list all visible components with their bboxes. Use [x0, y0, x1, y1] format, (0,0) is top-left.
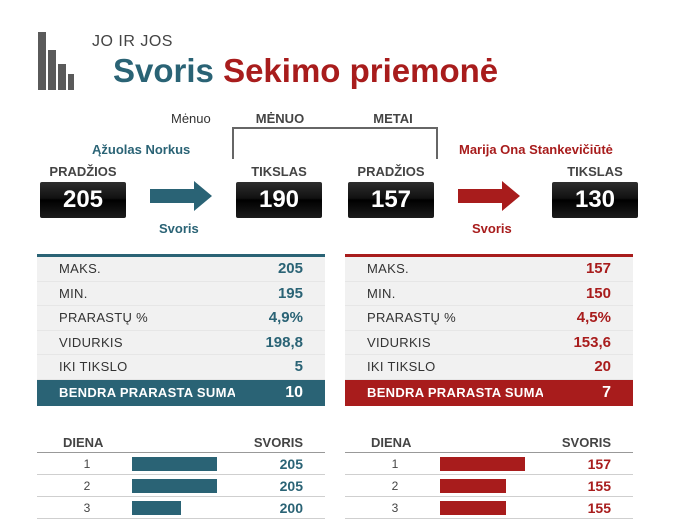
stat-row-max: MAKS. 157: [345, 257, 633, 282]
weight-cell: 155: [587, 478, 611, 494]
stat-value: 4,5%: [576, 309, 611, 327]
weight-cell: 155: [587, 500, 611, 516]
weight-cell: 200: [279, 500, 303, 516]
total-lost-value: 10: [285, 383, 303, 401]
person1-name: Ąžuolas Norkus: [92, 142, 191, 157]
stat-label: PRARASTŲ %: [59, 310, 148, 326]
column-header-weight: SVORIS: [253, 435, 303, 450]
tab-bracket: [232, 127, 438, 159]
day-cell: 2: [391, 479, 399, 493]
person2-arrow-icon: [458, 181, 520, 211]
person1-arrow-label: Svoris: [159, 221, 199, 236]
person1-start-value[interactable]: 205: [40, 182, 126, 218]
tab-year[interactable]: METAI: [373, 111, 413, 126]
table-row[interactable]: 1 205: [37, 453, 325, 475]
person1-stats-panel: MAKS. 205 MIN. 195 PRARASTŲ % 4,9% VIDUR…: [37, 254, 325, 406]
stat-label: VIDURKIS: [59, 334, 123, 350]
logo-icon: [38, 30, 74, 90]
title-part-2: Sekimo priemonė: [223, 52, 499, 89]
table-row[interactable]: 3 200: [37, 497, 325, 519]
stat-label: MAKS.: [59, 261, 101, 277]
person1-goal-label: TIKSLAS: [251, 164, 307, 179]
person2-goal-value[interactable]: 130: [552, 182, 638, 218]
stat-label: MIN.: [59, 285, 88, 301]
stat-row-max: MAKS. 205: [37, 257, 325, 282]
day-cell: 3: [391, 501, 399, 515]
stat-label: VIDURKIS: [367, 334, 431, 350]
person2-start-label: PRADŽIOS: [357, 164, 425, 179]
weight-bar: [440, 479, 506, 493]
stat-label: IKI TIKSLO: [367, 359, 436, 375]
person2-start-value[interactable]: 157: [348, 182, 434, 218]
stat-row-average: VIDURKIS 198,8: [37, 330, 325, 355]
weight-cell: 205: [279, 456, 303, 472]
stat-label: IKI TIKSLO: [59, 359, 128, 375]
page-subtitle: JO IR JOS: [92, 33, 173, 50]
table-row[interactable]: 3 155: [345, 497, 633, 519]
tab-month[interactable]: MĖNUO: [255, 111, 305, 126]
table-header: DIENA SVORIS: [345, 433, 633, 453]
stat-label: MIN.: [367, 285, 396, 301]
title-part-1: Svoris: [113, 52, 214, 89]
stat-row-lost-percent: PRARASTŲ % 4,9%: [37, 306, 325, 331]
day-cell: 3: [83, 501, 91, 515]
stat-value: 195: [277, 284, 303, 302]
weight-bar: [132, 479, 217, 493]
stat-label: MAKS.: [367, 261, 409, 277]
person1-start-label: PRADŽIOS: [49, 164, 117, 179]
table-header: DIENA SVORIS: [37, 433, 325, 453]
stat-value: 4,9%: [268, 309, 303, 327]
view-selector[interactable]: Mėnuo: [171, 111, 211, 126]
weight-cell: 157: [587, 456, 611, 472]
stat-value: 157: [585, 260, 611, 278]
day-cell: 1: [391, 457, 399, 471]
weight-bar: [132, 501, 181, 515]
stat-row-lost-percent: PRARASTŲ % 4,5%: [345, 306, 633, 331]
person1-arrow-icon: [150, 181, 212, 211]
person1-daily-table: DIENA SVORIS 1 205 2 205 3 200: [37, 433, 325, 519]
person2-name: Marija Ona Stankevičiūtė: [459, 142, 613, 157]
person2-daily-table: DIENA SVORIS 1 157 2 155 3 155: [345, 433, 633, 519]
total-lost-label: BENDRA PRARASTA SUMA: [367, 385, 543, 400]
column-header-weight: SVORIS: [561, 435, 611, 450]
weight-bar: [132, 457, 217, 471]
person2-stats-panel: MAKS. 157 MIN. 150 PRARASTŲ % 4,5% VIDUR…: [345, 254, 633, 406]
day-cell: 2: [83, 479, 91, 493]
stat-row-average: VIDURKIS 153,6: [345, 330, 633, 355]
person1-goal-value[interactable]: 190: [236, 182, 322, 218]
weight-bar: [440, 457, 525, 471]
stat-value: 5: [294, 358, 303, 376]
column-header-day: DIENA: [371, 435, 412, 450]
stat-value: 20: [594, 358, 611, 376]
day-cell: 1: [83, 457, 91, 471]
stat-row-min: MIN. 150: [345, 281, 633, 306]
stat-row-min: MIN. 195: [37, 281, 325, 306]
person2-arrow-label: Svoris: [472, 221, 512, 236]
panel-top-line: [37, 254, 325, 257]
stat-value: 150: [585, 284, 611, 302]
column-header-day: DIENA: [63, 435, 104, 450]
total-lost-value: 7: [602, 383, 611, 401]
weight-bar: [440, 501, 506, 515]
panel-top-line: [345, 254, 633, 257]
stat-value: 205: [277, 260, 303, 278]
stat-value: 153,6: [573, 333, 611, 351]
total-lost-row: BENDRA PRARASTA SUMA 10: [37, 379, 325, 406]
total-lost-label: BENDRA PRARASTA SUMA: [59, 385, 235, 400]
stat-label: PRARASTŲ %: [367, 310, 456, 326]
page-title: Svoris Sekimo priemonė: [113, 52, 498, 90]
total-lost-row: BENDRA PRARASTA SUMA 7: [345, 379, 633, 406]
weight-cell: 205: [279, 478, 303, 494]
person2-goal-label: TIKSLAS: [567, 164, 623, 179]
stat-row-to-goal: IKI TIKSLO 20: [345, 355, 633, 380]
table-row[interactable]: 2 155: [345, 475, 633, 497]
stat-value: 198,8: [265, 333, 303, 351]
table-row[interactable]: 1 157: [345, 453, 633, 475]
table-row[interactable]: 2 205: [37, 475, 325, 497]
stat-row-to-goal: IKI TIKSLO 5: [37, 355, 325, 380]
